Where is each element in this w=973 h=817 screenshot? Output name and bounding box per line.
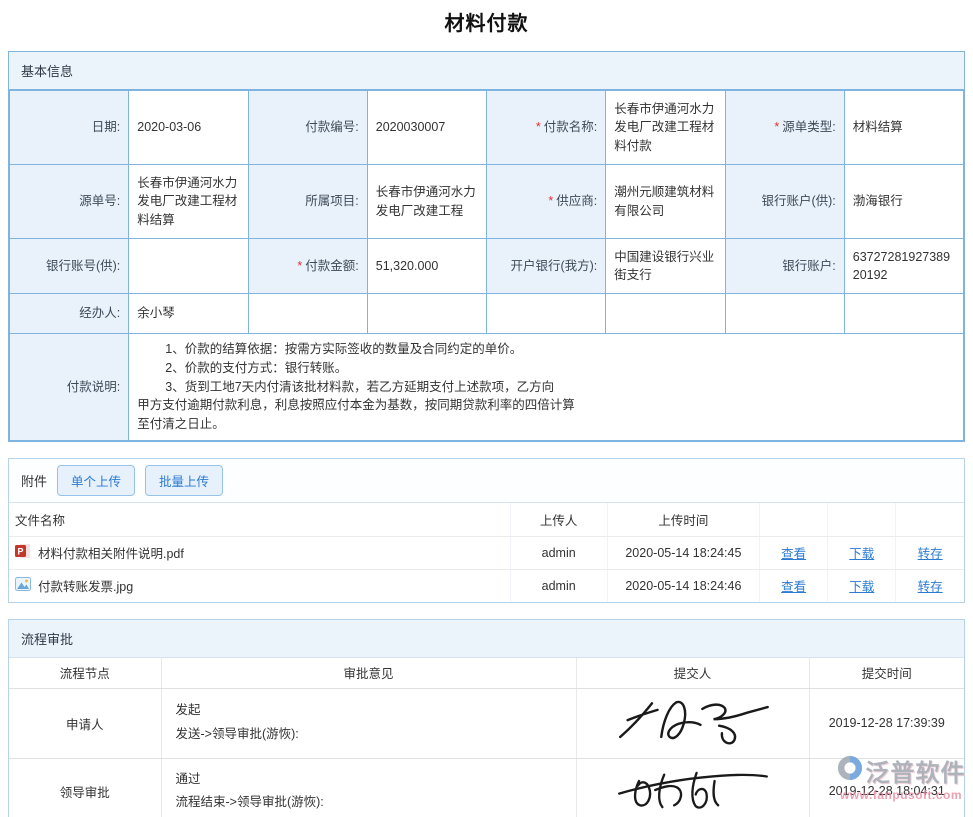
payment-note-line: 甲方支付逾期付款利息，利息按照应付本金为基数，按同期贷款利率的四倍计算 bbox=[137, 398, 575, 413]
empty-cell bbox=[724, 293, 845, 334]
field-value-payment-no: 2020030007 bbox=[366, 90, 488, 165]
view-link[interactable]: 查看 bbox=[781, 580, 807, 595]
column-action bbox=[827, 503, 896, 537]
download-link[interactable]: 下载 bbox=[849, 547, 875, 561]
field-label-payment-no: 付款编号: bbox=[247, 90, 368, 165]
field-label-our-bank: 开户银行(我方): bbox=[485, 238, 607, 294]
approval-row: 申请人 发起 发送->领导审批(游恢): 2019-12 bbox=[9, 688, 964, 759]
approval-submit-time: 2019-12-28 18:04:31 bbox=[808, 758, 964, 817]
field-value-supplier: 潮州元顺建筑材料有限公司 bbox=[605, 164, 726, 239]
attachment-upload-time: 2020-05-14 18:24:46 bbox=[606, 569, 760, 602]
field-label-bank-no-supplier: 银行账号(供): bbox=[8, 238, 130, 294]
column-action bbox=[759, 503, 828, 537]
column-approval-opinion: 审批意见 bbox=[160, 658, 576, 689]
submitter-signature bbox=[608, 771, 778, 817]
attachments-section: 附件 单个上传 批量上传 文件名称 上传人 上传时间 bbox=[8, 458, 965, 603]
field-value-payment-name: 长春市伊通河水力发电厂改建工程材料付款 bbox=[605, 90, 726, 165]
field-value-bank-account: 6372728192738920192 bbox=[843, 238, 965, 294]
field-value-bank-no-supplier bbox=[128, 238, 249, 294]
field-label-payment-note: 付款说明: bbox=[8, 333, 130, 441]
field-value-bank-account-supplier: 渤海银行 bbox=[843, 164, 965, 239]
payment-note-line: 3、货到工地7天内付清该批材料款，若乙方延期支付上述款项，乙方向 bbox=[165, 379, 555, 394]
field-label-handler: 经办人: bbox=[8, 293, 130, 334]
required-mark: * bbox=[297, 258, 303, 273]
required-mark: * bbox=[535, 120, 541, 135]
required-mark: * bbox=[774, 120, 780, 135]
field-value-handler: 余小琴 bbox=[128, 293, 249, 334]
empty-cell bbox=[605, 293, 726, 334]
save-as-link[interactable]: 转存 bbox=[917, 547, 943, 561]
approval-opinion-line: 发起 bbox=[175, 703, 201, 718]
field-label-payment-amount: * 付款金额: bbox=[247, 238, 368, 294]
field-value-project: 长春市伊通河水力发电厂改建工程 bbox=[366, 164, 488, 239]
approval-table: 流程节点 审批意见 提交人 提交时间 申请人 发起 发送->领导审批(游恢): bbox=[9, 658, 964, 817]
single-upload-button[interactable]: 单个上传 bbox=[57, 465, 136, 496]
download-link[interactable]: 下载 bbox=[849, 580, 875, 595]
empty-cell bbox=[247, 293, 368, 334]
field-label-supplier: * 供应商: bbox=[485, 164, 607, 239]
approval-opinion-line: 发送->领导审批(游恢): bbox=[175, 727, 299, 741]
approval-opinion-line: 流程结束->领导审批(游恢): bbox=[175, 795, 324, 810]
empty-cell bbox=[485, 293, 607, 334]
approval-node: 申请人 bbox=[9, 688, 161, 759]
column-action bbox=[895, 503, 964, 537]
approval-row: 领导审批 通过 流程结束->领导审批(游恢): bbox=[9, 758, 964, 817]
column-submit-time: 提交时间 bbox=[808, 658, 964, 689]
page-title: 材料付款 bbox=[444, 13, 529, 35]
attachments-table: 文件名称 上传人 上传时间 P 材料付款相关附件说明.pdf admin bbox=[9, 503, 964, 602]
attachment-file-name: 材料付款相关附件说明.pdf bbox=[38, 547, 184, 561]
field-value-source-no: 长春市伊通河水力发电厂改建工程材料结算 bbox=[128, 164, 249, 239]
payment-note-line: 1、价款的结算依据：按需方实际签收的数量及合同约定的单价。 bbox=[165, 342, 523, 357]
attachment-upload-time: 2020-05-14 18:24:45 bbox=[606, 536, 760, 570]
batch-upload-button[interactable]: 批量上传 bbox=[145, 465, 224, 496]
field-label-bank-account: 银行账户: bbox=[724, 238, 845, 294]
submitter-signature bbox=[608, 700, 778, 753]
payment-note-line: 至付清之日止。 bbox=[137, 417, 225, 432]
required-mark: * bbox=[548, 194, 554, 209]
view-link[interactable]: 查看 bbox=[781, 547, 807, 561]
field-label-bank-account-supplier: 银行账户(供): bbox=[724, 164, 845, 239]
image-file-icon bbox=[15, 576, 31, 595]
basic-info-section-title: 基本信息 bbox=[9, 52, 964, 90]
approval-opinion-line: 通过 bbox=[175, 771, 201, 786]
empty-cell bbox=[843, 293, 965, 334]
column-flow-node: 流程节点 bbox=[9, 658, 161, 689]
attachments-section-title: 附件 bbox=[21, 474, 48, 489]
basic-info-table: 日期: 2020-03-06 付款编号: 2020030007 * 付款名称: 长… bbox=[8, 90, 965, 441]
empty-cell bbox=[366, 293, 488, 334]
field-label-source-no: 源单号: bbox=[8, 164, 130, 239]
field-label-payment-name: * 付款名称: bbox=[485, 90, 607, 165]
field-label-date: 日期: bbox=[8, 90, 130, 165]
approval-section: 流程审批 流程节点 审批意见 提交人 提交时间 申请人 发起 发送->领导审批(… bbox=[8, 619, 965, 817]
attachments-header-row: 文件名称 上传人 上传时间 bbox=[9, 503, 964, 537]
field-label-source-type: * 源单类型: bbox=[724, 90, 845, 165]
field-value-source-type: 材料结算 bbox=[843, 90, 965, 165]
approval-section-title: 流程审批 bbox=[9, 620, 964, 658]
column-submitter: 提交人 bbox=[575, 658, 809, 689]
pdf-file-icon: P bbox=[15, 543, 31, 562]
save-as-link[interactable]: 转存 bbox=[917, 580, 943, 595]
attachment-row: 付款转账发票.jpg admin 2020-05-14 18:24:46 查看 … bbox=[9, 569, 964, 602]
attachment-file-name: 付款转账发票.jpg bbox=[38, 580, 134, 595]
field-value-date: 2020-03-06 bbox=[128, 90, 249, 165]
attachment-uploader: admin bbox=[509, 569, 608, 602]
field-value-payment-amount: 51,320.000 bbox=[366, 238, 488, 294]
basic-info-section: 基本信息 日期: 2020-03-06 付款编号: 2020030007 * 付款… bbox=[8, 51, 965, 442]
attachment-row: P 材料付款相关附件说明.pdf admin 2020-05-14 18:24:… bbox=[9, 536, 964, 570]
attachments-header: 附件 单个上传 批量上传 bbox=[9, 459, 964, 503]
approval-submit-time: 2019-12-28 17:39:39 bbox=[808, 688, 964, 759]
payment-note-line: 2、价款的支付方式：银行转账。 bbox=[165, 360, 348, 375]
column-upload-time: 上传时间 bbox=[606, 503, 760, 537]
approval-header-row: 流程节点 审批意见 提交人 提交时间 bbox=[9, 658, 964, 689]
field-value-payment-note: 1、价款的结算依据：按需方实际签收的数量及合同约定的单价。 2、价款的支付方式：… bbox=[128, 333, 964, 441]
field-label-project: 所属项目: bbox=[247, 164, 368, 239]
svg-text:P: P bbox=[17, 547, 23, 557]
field-value-our-bank: 中国建设银行兴业街支行 bbox=[605, 238, 726, 294]
attachment-uploader: admin bbox=[509, 536, 608, 570]
column-uploader: 上传人 bbox=[509, 503, 608, 537]
column-file-name: 文件名称 bbox=[9, 503, 511, 537]
approval-node: 领导审批 bbox=[59, 785, 110, 800]
